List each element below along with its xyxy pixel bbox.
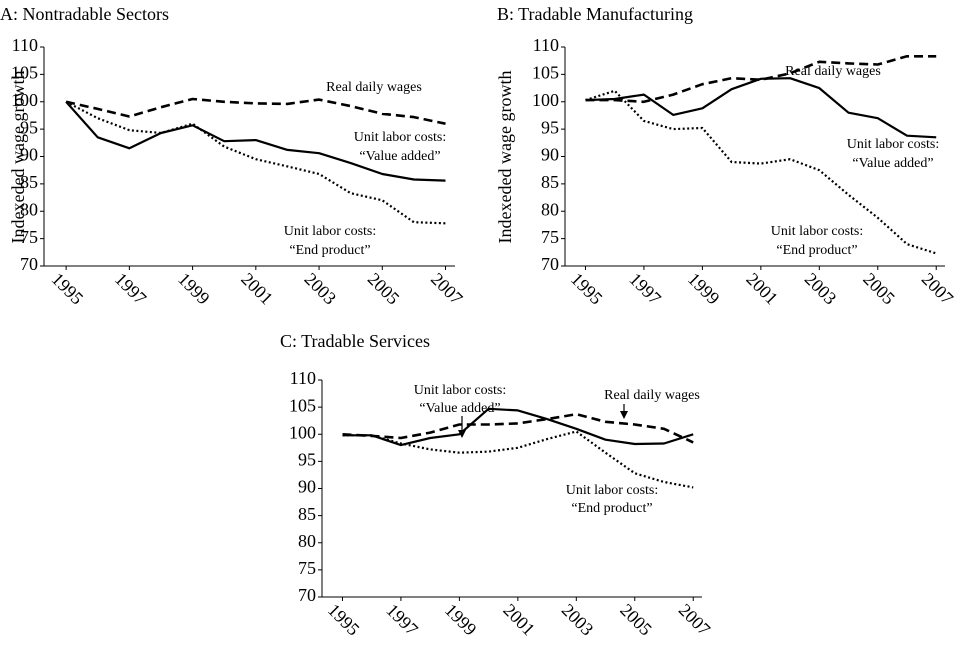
y-tick-label: 95 [541,117,559,137]
y-tick-label: 80 [298,531,316,551]
y-tick-label: 70 [20,254,38,274]
series-line [585,55,937,104]
x-tick-label: 1995 [48,269,88,309]
chart-title: B: Tradable Manufacturing [497,4,693,24]
x-tick-label: 1997 [382,600,422,640]
series-line [342,407,694,447]
y-tick-label: 90 [20,145,38,165]
annotation: “Value added” [359,149,440,164]
x-tick-label: 1999 [684,269,724,309]
series-line [342,430,694,489]
x-tick-label: 1995 [324,600,364,640]
annotation: Unit labor costs: [566,483,659,498]
y-tick-label: 110 [12,35,38,55]
y-tick-label: 100 [289,422,316,442]
y-tick-label: 80 [20,199,38,219]
x-tick-label: 2007 [675,600,715,640]
x-tick-label: 2005 [616,600,656,640]
chart-title: A: Nontradable Sectors [0,4,169,24]
annotation: “End product” [571,501,652,516]
annotation: Real daily wages [326,80,422,95]
y-tick-label: 75 [541,227,559,247]
y-tick-label: 105 [11,63,38,83]
x-tick-label: 2001 [742,269,782,309]
annotation: Unit labor costs: [771,224,864,239]
x-tick-label: 2003 [301,269,341,309]
y-tick-label: 100 [532,90,559,110]
y-tick-label: 80 [541,199,559,219]
annotation: Unit labor costs: [354,130,447,145]
y-tick-label: 110 [533,35,559,55]
x-tick-label: 2007 [427,269,467,309]
arrow-head [620,411,628,419]
y-tick-label: 100 [11,90,38,110]
x-tick-label: 1997 [111,269,151,309]
series-line [585,77,937,139]
y-tick-label: 90 [541,145,559,165]
x-tick-label: 1995 [567,269,607,309]
x-tick-label: 2005 [859,269,899,309]
y-tick-label: 90 [298,477,316,497]
x-tick-label: 2005 [364,269,404,309]
x-tick-label: 1999 [174,269,214,309]
series-line [65,101,446,182]
series-line [342,412,694,444]
x-tick-label: 2007 [918,269,958,309]
chart-title: C: Tradable Services [280,331,430,351]
annotation: “End product” [776,243,857,258]
y-tick-label: 105 [532,63,559,83]
y-axis-label: Indexeded wage growth [495,71,515,244]
y-tick-label: 70 [541,254,559,274]
x-tick-label: 2003 [801,269,841,309]
annotation: “Value added” [419,401,500,416]
y-tick-label: 85 [298,504,316,524]
y-tick-label: 85 [541,172,559,192]
series-line [65,97,446,125]
annotation: Unit labor costs: [414,383,507,398]
y-tick-label: 95 [20,117,38,137]
x-tick-label: 1999 [441,600,481,640]
x-tick-label: 2001 [237,269,277,309]
annotation: Unit labor costs: [284,224,377,239]
x-tick-label: 2001 [499,600,539,640]
y-tick-label: 85 [20,172,38,192]
y-tick-label: 110 [290,368,316,388]
y-tick-label: 75 [20,227,38,247]
y-tick-label: 105 [289,395,316,415]
x-tick-label: 1997 [625,269,665,309]
y-axis-label: Indexeded wage growth [8,71,28,244]
annotation: Real daily wages [604,388,700,403]
series-line [585,89,937,255]
y-tick-label: 95 [298,450,316,470]
annotation: “Value added” [852,156,933,171]
arrow-head [458,430,466,438]
series-line [65,100,446,225]
y-tick-label: 70 [298,585,316,605]
y-tick-label: 75 [298,558,316,578]
annotation: Unit labor costs: [847,137,940,152]
annotation: “End product” [289,243,370,258]
annotation: Real daily wages [785,64,881,79]
x-tick-label: 2003 [558,600,598,640]
